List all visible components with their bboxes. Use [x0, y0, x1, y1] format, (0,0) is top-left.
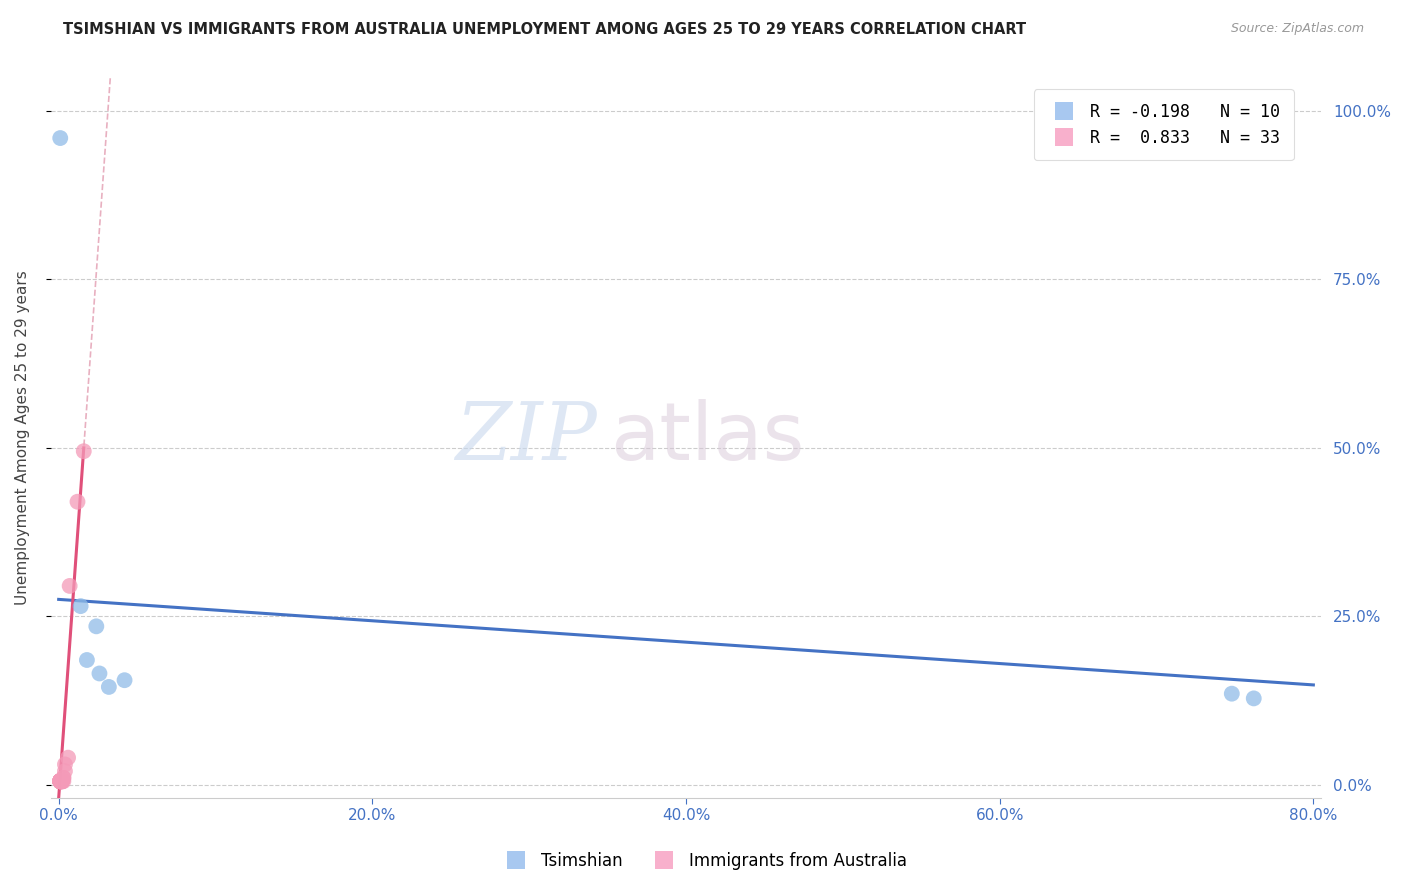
Point — [49, 774, 72, 789]
Point — [52, 774, 75, 789]
Point — [1243, 691, 1265, 706]
Point — [97, 680, 120, 694]
Text: ZIP: ZIP — [456, 399, 598, 476]
Text: atlas: atlas — [610, 399, 804, 476]
Point — [49, 774, 72, 789]
Point — [49, 774, 72, 789]
Point — [86, 619, 108, 633]
Point — [53, 757, 76, 772]
Point — [51, 774, 73, 789]
Point — [66, 494, 89, 508]
Point — [51, 774, 73, 789]
Point — [53, 764, 76, 778]
Point — [52, 771, 75, 785]
Point — [49, 774, 72, 789]
Text: TSIMSHIAN VS IMMIGRANTS FROM AUSTRALIA UNEMPLOYMENT AMONG AGES 25 TO 29 YEARS CO: TSIMSHIAN VS IMMIGRANTS FROM AUSTRALIA U… — [63, 22, 1026, 37]
Point — [49, 774, 72, 789]
Point — [51, 774, 73, 789]
Point — [76, 653, 98, 667]
Point — [49, 774, 72, 789]
Point — [52, 771, 75, 785]
Point — [89, 666, 111, 681]
Point — [49, 774, 72, 789]
Point — [49, 774, 72, 789]
Y-axis label: Unemployment Among Ages 25 to 29 years: Unemployment Among Ages 25 to 29 years — [15, 270, 30, 605]
Point — [49, 774, 72, 789]
Point — [51, 774, 73, 789]
Point — [49, 774, 72, 789]
Point — [49, 774, 72, 789]
Point — [49, 774, 72, 789]
Point — [51, 774, 73, 789]
Legend: Tsimshian, Immigrants from Australia: Tsimshian, Immigrants from Australia — [492, 846, 914, 877]
Point — [51, 774, 73, 789]
Point — [49, 774, 72, 789]
Text: Source: ZipAtlas.com: Source: ZipAtlas.com — [1230, 22, 1364, 36]
Point — [114, 673, 136, 688]
Point — [49, 774, 72, 789]
Point — [51, 774, 73, 789]
Point — [73, 444, 96, 458]
Legend: R = -0.198   N = 10, R =  0.833   N = 33: R = -0.198 N = 10, R = 0.833 N = 33 — [1033, 89, 1294, 161]
Point — [51, 774, 73, 789]
Point — [69, 599, 91, 614]
Point — [49, 131, 72, 145]
Point — [49, 774, 72, 789]
Point — [49, 774, 72, 789]
Point — [56, 750, 79, 764]
Point — [59, 579, 82, 593]
Point — [1220, 687, 1243, 701]
